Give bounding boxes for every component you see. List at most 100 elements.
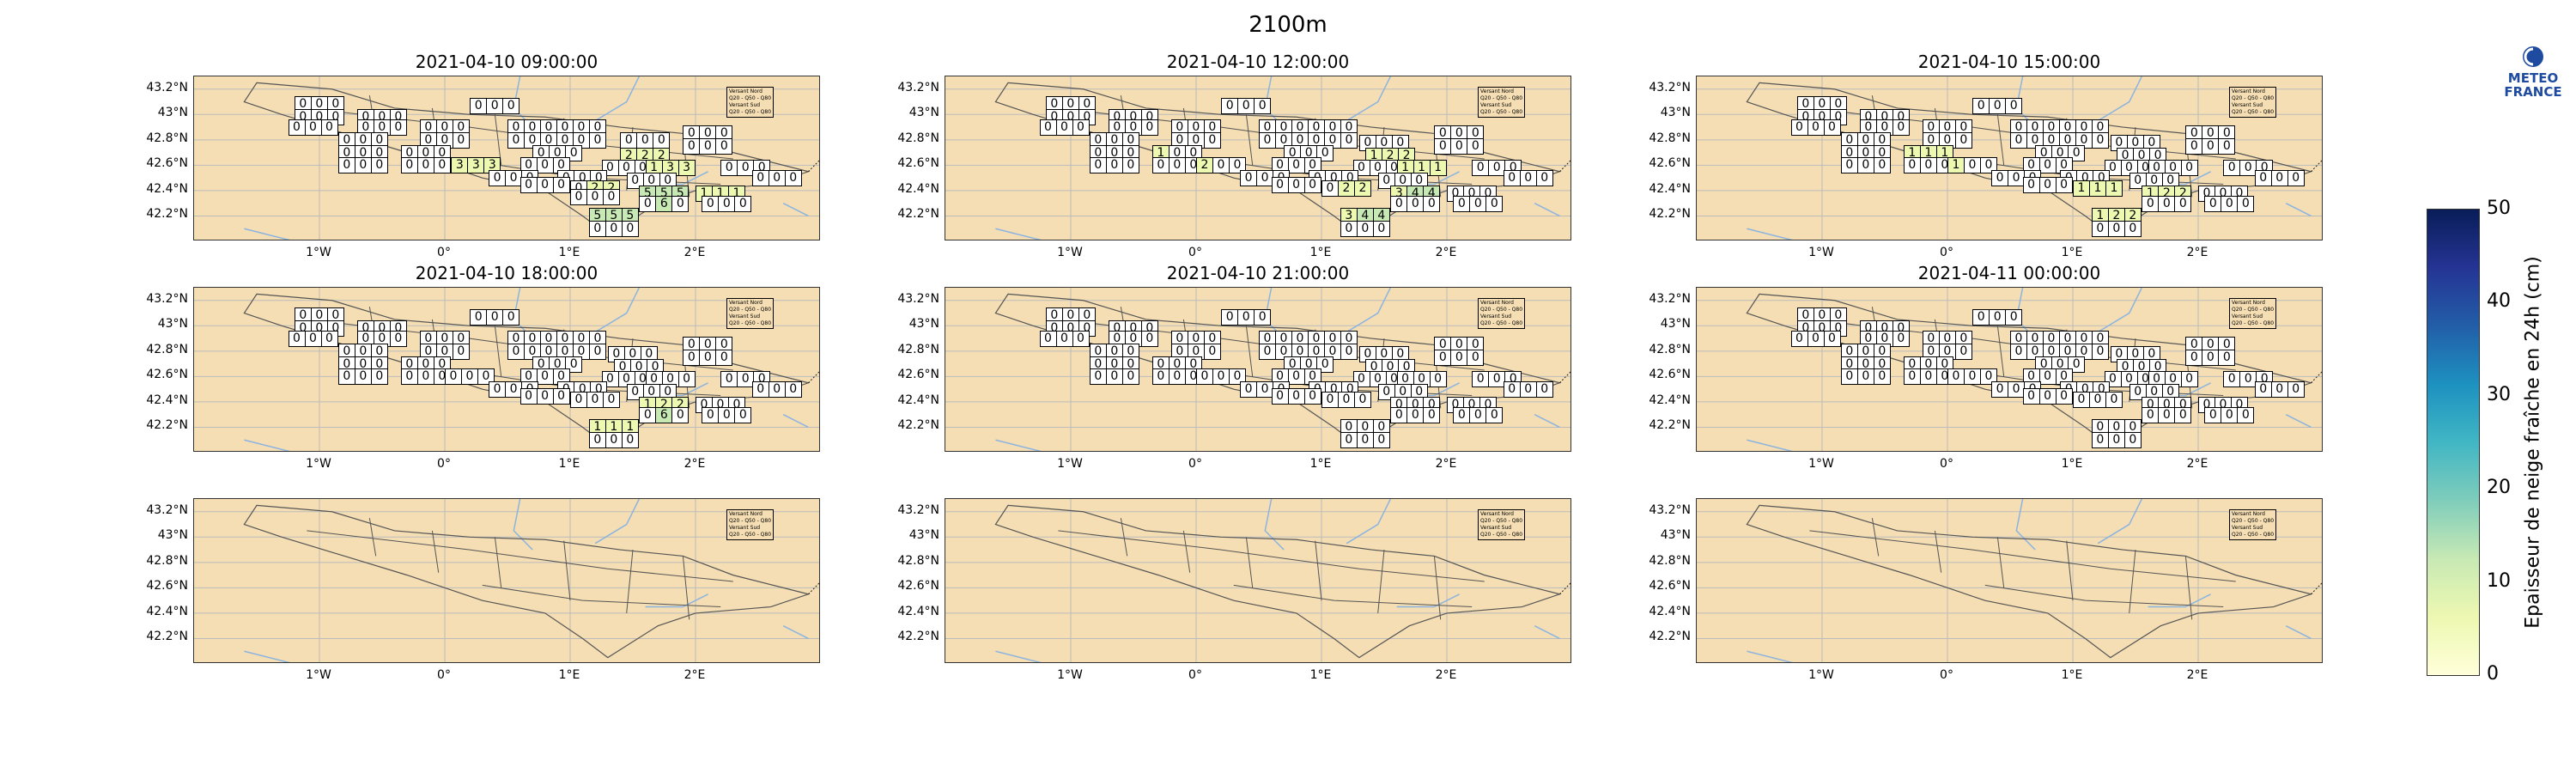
- snow-value-cell: 0: [1303, 368, 1321, 386]
- snow-value-cell: 0: [1954, 131, 1972, 149]
- map-legend: Versant Nord Q20 - Q50 - Q80 Versant Sud Q2…: [726, 87, 775, 118]
- snow-value-cell: 0: [1390, 195, 1408, 212]
- snow-value-cell: 0: [2038, 368, 2057, 386]
- legend-text: Versant Sud: [2232, 525, 2263, 531]
- snow-value-cell: 0: [354, 157, 372, 174]
- map-panel: 2021-04-10 15:00:00 Versant Nord Q20 - Q50…: [1649, 52, 2323, 259]
- figure-title: 2100m: [1249, 12, 1327, 38]
- massif-boundary: [1809, 530, 2236, 582]
- snow-value-cell: 0: [1790, 331, 1808, 348]
- snow-value-cell: 0: [589, 131, 606, 149]
- snow-value-cell: 0: [1196, 368, 1213, 386]
- lon-tick-label: 1°E: [558, 457, 580, 471]
- snow-value-cell: 0: [2092, 331, 2109, 348]
- snow-value-cell: 0: [1168, 368, 1186, 386]
- lon-tick-label: 2°E: [1435, 668, 1457, 682]
- snow-value-cell: 0: [452, 331, 470, 348]
- snow-value-cell: 0: [2026, 343, 2044, 360]
- map-legend: Versant Nord Q20 - Q50 - Q80 Versant Sud Q2…: [2229, 509, 2277, 540]
- lat-tick-label: 42.6°N: [146, 368, 188, 382]
- snow-value-cell: 0: [1240, 381, 1258, 399]
- snow-value-cell: 0: [552, 157, 570, 174]
- massif-boundary: [1996, 114, 2005, 166]
- snow-value-cell: 0: [605, 221, 623, 238]
- lon-tick-label: 0°: [1188, 668, 1202, 682]
- snow-value-cell: 0: [2107, 432, 2125, 449]
- snow-value-cell: 0: [699, 350, 717, 367]
- map-area: Versant Nord Q20 - Q50 - Q80 Versant Sud Q2…: [945, 498, 1571, 663]
- snow-value-cell: 0: [734, 406, 752, 423]
- river-line: [995, 650, 1042, 662]
- snow-value-cell: 0: [2091, 221, 2109, 238]
- massif-boundary: [2184, 556, 2193, 620]
- lat-tick-label: 42.6°N: [146, 156, 188, 171]
- snow-value-cell: 0: [2105, 391, 2123, 408]
- logo-text-line2: FRANCE: [2504, 84, 2562, 100]
- snow-value-cell: 0: [1790, 119, 1808, 137]
- map-panel: Versant Nord Q20 - Q50 - Q80 Versant Sud Q2…: [146, 474, 820, 682]
- snow-value-cell: 0: [2038, 157, 2057, 174]
- snow-value-cell: 0: [461, 368, 478, 386]
- legend-text: Versant Nord: [2232, 511, 2265, 517]
- snow-value-cell: 0: [2218, 138, 2236, 155]
- coastline: [1559, 582, 1571, 595]
- snow-value-cell: 0: [2038, 387, 2057, 405]
- map-legend: Versant Nord Q20 - Q50 - Q80 Versant Sud Q2…: [726, 509, 775, 540]
- coastline: [808, 371, 819, 384]
- lon-tick-label: 0°: [1940, 668, 1953, 682]
- snow-value-cell: 6: [655, 406, 673, 423]
- snow-value-cell: 0: [1168, 157, 1186, 174]
- legend-text: Versant Sud: [1480, 102, 1512, 108]
- snow-value-cell: 0: [486, 97, 504, 114]
- lat-tick-label: 42.6°N: [1649, 368, 1691, 382]
- snow-value-cell: 0: [389, 119, 407, 137]
- snow-value-cell: 0: [1221, 308, 1239, 326]
- lat-tick-label: 43.2°N: [1649, 80, 1691, 94]
- lon-tick-label: 1°W: [1808, 668, 1834, 682]
- river-line: [995, 439, 1042, 451]
- massif-outline: [1746, 504, 2313, 659]
- snow-value-cell: 0: [1372, 221, 1390, 238]
- lon-tick-label: 0°: [1940, 246, 1953, 259]
- snow-value-cell: 0: [734, 195, 752, 212]
- massif-boundary: [494, 114, 502, 166]
- lon-tick-label: 1°W: [306, 668, 331, 682]
- lat-tick-label: 42.2°N: [897, 418, 939, 433]
- snow-value-cell: 0: [1980, 368, 1997, 386]
- snow-value-cell: 0: [621, 432, 639, 449]
- snow-value-cell: 0: [304, 331, 322, 348]
- colorbar: [2427, 209, 2480, 676]
- snow-value-cell: 0: [1903, 368, 1921, 386]
- legend-text: Q20 - Q50 - Q80: [2232, 518, 2275, 524]
- colorbar-tick-label: 30: [2487, 383, 2511, 405]
- snow-value-cell: 0: [400, 157, 418, 174]
- snow-value-cell: 0: [1039, 119, 1057, 137]
- map-area: Versant Nord Q20 - Q50 - Q80 Versant Sud Q2…: [193, 498, 820, 663]
- map-area: Versant Nord Q20 - Q50 - Q80 Versant Sud Q2…: [1696, 76, 2323, 240]
- legend-text: Q20 - Q50 - Q80: [729, 307, 772, 313]
- snow-value-cell: 0: [1856, 157, 1874, 174]
- snow-value-cell: 0: [1212, 368, 1230, 386]
- lat-tick-label: 43.2°N: [1649, 502, 1691, 517]
- snow-value-cell: 0: [1406, 195, 1425, 212]
- lon-tick-label: 1°E: [2061, 246, 2083, 259]
- snow-value-cell: 0: [1321, 391, 1339, 408]
- snow-value-cell: 0: [1467, 125, 1485, 143]
- river-line: [1346, 76, 1391, 122]
- lon-tick-label: 1°E: [1309, 668, 1332, 682]
- snow-value-cell: 0: [1467, 138, 1485, 155]
- panel-title: 2021-04-10 12:00:00: [1166, 52, 1350, 72]
- snow-value-cell: 0: [1316, 356, 1334, 373]
- snow-value-cell: 2: [1354, 180, 1371, 197]
- snow-value-cell: 0: [2142, 406, 2160, 423]
- lat-tick-label: 43°N: [1660, 317, 1691, 332]
- snow-value-cell: 0: [477, 368, 495, 386]
- snow-value-cell: 0: [784, 381, 802, 399]
- lat-tick-label: 42.4°N: [897, 181, 939, 196]
- snow-value-cell: 0: [1203, 343, 1221, 360]
- snow-value-cell: 0: [1807, 119, 1825, 137]
- snow-value-cell: 0: [1321, 180, 1339, 197]
- snow-value-cell: 0: [1947, 368, 1965, 386]
- snow-value-cell: 0: [1807, 331, 1825, 348]
- river-line: [1534, 625, 1560, 640]
